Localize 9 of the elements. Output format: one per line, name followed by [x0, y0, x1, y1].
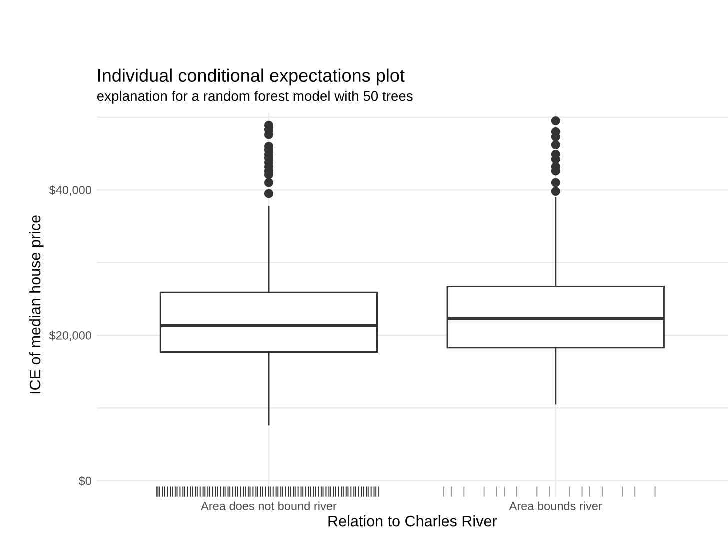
x-axis-title: Relation to Charles River: [328, 516, 498, 527]
x-tick-label: Area bounds river: [509, 502, 602, 510]
x-tick-label: Area does not bound river: [201, 502, 337, 510]
y-tick-label: $20,000: [49, 331, 92, 342]
y-tick-label: $0: [78, 476, 92, 486]
y-tick-label: $40,000: [49, 186, 92, 196]
chart-title: Individual conditional expectations plot: [98, 68, 405, 86]
chart-subtitle: explanation for a random forest model with 50 trees: [97, 90, 413, 104]
y-axis-title: ICE of median house price: [29, 216, 44, 394]
